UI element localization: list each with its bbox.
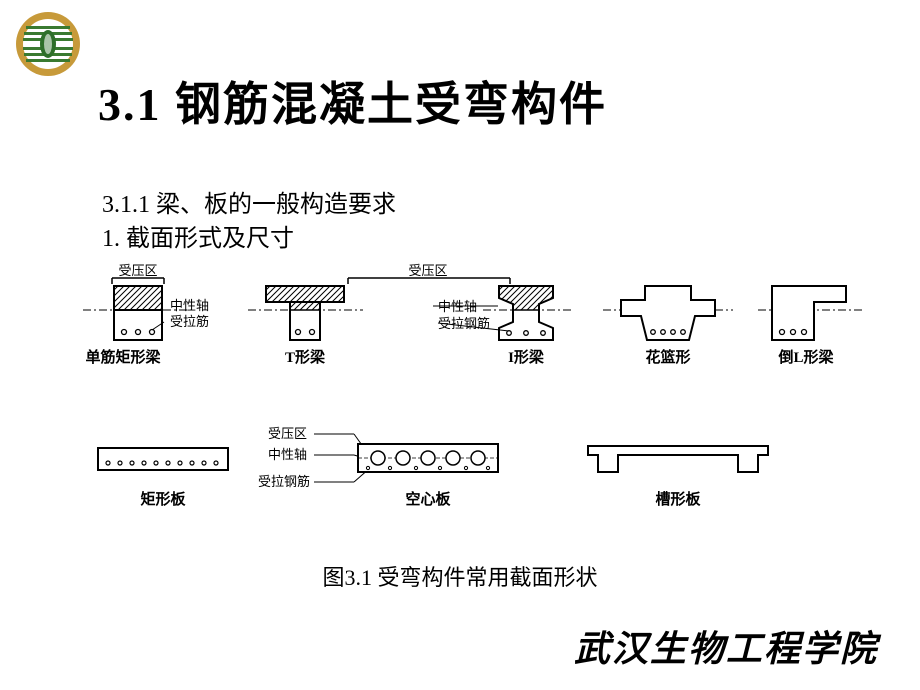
shape-label-3: I形梁 bbox=[508, 348, 545, 366]
section-subtitle-1: 3.1.1 梁、板的一般构造要求 bbox=[102, 184, 396, 219]
anno-neutral-h: 中性轴 bbox=[268, 447, 307, 462]
shape-label-4: 花篮形 bbox=[645, 348, 690, 366]
anno-compress-3: 受压区 bbox=[408, 263, 447, 278]
shape-label-2: T形梁 bbox=[285, 348, 326, 366]
figure-caption: 图3.1 受弯构件常用截面形状 bbox=[0, 560, 920, 592]
shape-label-5: 倒L形梁 bbox=[777, 348, 834, 366]
shape-label-6: 矩形板 bbox=[140, 490, 186, 508]
anno-compress-1: 受压区 bbox=[118, 263, 157, 278]
cross-section-diagram: 受压区 中性轴 受拉筋 单筋矩形梁 T形梁 bbox=[78, 260, 868, 555]
shape-label-7: 空心板 bbox=[405, 490, 451, 508]
anno-tension-h: 受拉钢筋 bbox=[258, 474, 310, 489]
page-title: 3.1 钢筋混凝土受弯构件 bbox=[98, 68, 607, 134]
anno-tension-1: 受拉筋 bbox=[170, 314, 209, 329]
shape-label-8: 槽形板 bbox=[655, 490, 701, 508]
shape-label-1: 单筋矩形梁 bbox=[85, 348, 161, 366]
section-subtitle-2: 1. 截面形式及尺寸 bbox=[102, 218, 294, 253]
anno-neutral-1: 中性轴 bbox=[170, 298, 209, 313]
university-logo bbox=[14, 10, 82, 78]
anno-compress-h: 受压区 bbox=[268, 426, 307, 441]
school-name: 武汉生物工程学院 bbox=[574, 620, 878, 672]
